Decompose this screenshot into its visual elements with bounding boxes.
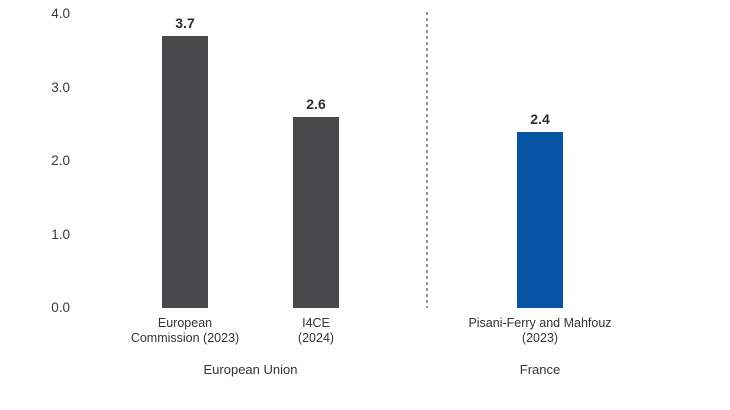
group-label: France [519, 362, 561, 377]
bar-category-label: European Commission (2023) [130, 316, 240, 345]
y-axis-tick-label: 1.0 [51, 226, 70, 242]
bar [517, 131, 563, 308]
bar [162, 36, 208, 308]
y-axis-tick-label: 0.0 [51, 300, 70, 315]
y-axis-tick-label: 4.0 [51, 6, 70, 21]
bar-value-label: 2.4 [530, 110, 550, 127]
bar-category-label: I4CE (2024) [297, 316, 335, 345]
bar-value-label: 2.6 [306, 95, 326, 112]
y-axis-tick-label: 2.0 [51, 153, 70, 168]
group-label: European Union [203, 362, 298, 377]
bar [293, 116, 339, 308]
bar-value-label: 3.7 [175, 15, 195, 32]
bar-category-label: Pisani-Ferry and Mahfouz (2023) [468, 316, 612, 345]
group-separator-dashed-line [426, 12, 428, 308]
y-axis-tick-label: 3.0 [51, 79, 70, 95]
